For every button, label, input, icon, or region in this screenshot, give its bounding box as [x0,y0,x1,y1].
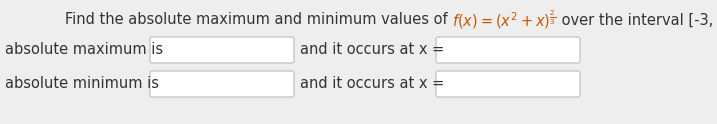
Text: absolute maximum is: absolute maximum is [5,43,163,58]
Text: and it occurs at x =: and it occurs at x = [300,77,445,92]
FancyBboxPatch shape [150,37,294,63]
FancyBboxPatch shape [436,71,580,97]
Text: $f(x) = (x^2 + x)^{\frac{2}{3}}$: $f(x) = (x^2 + x)^{\frac{2}{3}}$ [452,9,556,31]
Text: and it occurs at x =: and it occurs at x = [300,43,445,58]
FancyBboxPatch shape [150,71,294,97]
Text: over the interval [-3, 4].: over the interval [-3, 4]. [556,13,717,28]
Text: absolute minimum is: absolute minimum is [5,77,159,92]
Text: Find the absolute maximum and minimum values of: Find the absolute maximum and minimum va… [65,13,452,28]
FancyBboxPatch shape [436,37,580,63]
